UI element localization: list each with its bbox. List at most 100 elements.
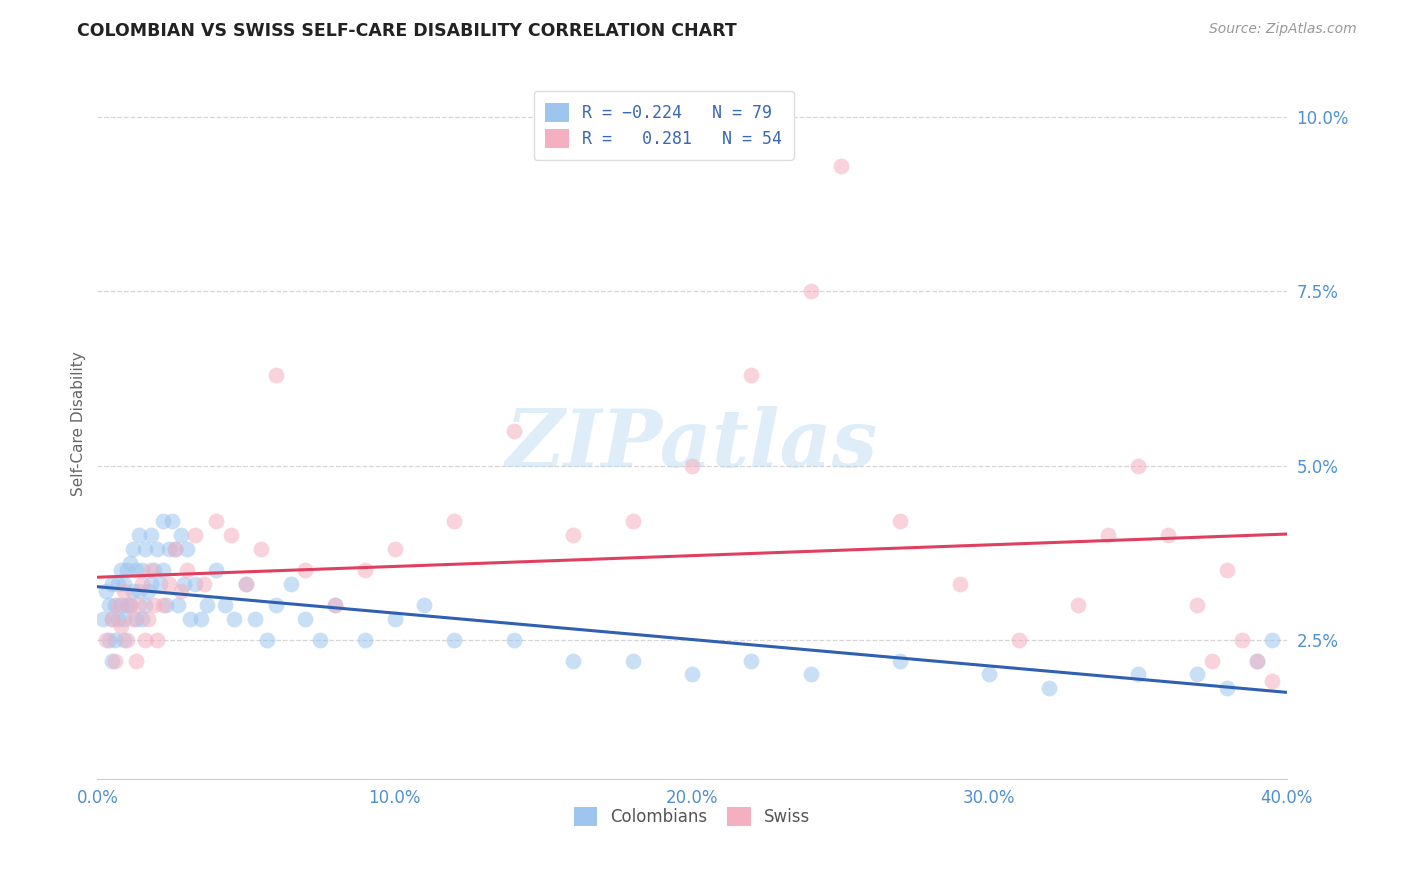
Point <box>115 632 138 647</box>
Point <box>800 667 823 681</box>
Point <box>562 528 585 542</box>
Point <box>1008 632 1031 647</box>
Point <box>1187 667 1209 681</box>
Point <box>110 598 132 612</box>
Point <box>243 612 266 626</box>
Point <box>264 598 287 612</box>
Point <box>131 563 153 577</box>
Point <box>98 632 121 647</box>
Point <box>562 653 585 667</box>
Point <box>235 577 257 591</box>
Point <box>163 542 186 557</box>
Point <box>195 598 218 612</box>
Point <box>1216 681 1239 696</box>
Point <box>502 632 524 647</box>
Point <box>384 542 406 557</box>
Point <box>354 632 377 647</box>
Point <box>166 598 188 612</box>
Point <box>740 653 762 667</box>
Point <box>323 598 346 612</box>
Point <box>224 612 246 626</box>
Point <box>104 598 127 612</box>
Point <box>128 528 150 542</box>
Point <box>110 563 132 577</box>
Point <box>354 563 377 577</box>
Point <box>160 514 183 528</box>
Point <box>157 577 180 591</box>
Point <box>96 583 118 598</box>
Point <box>169 528 191 542</box>
Point <box>134 598 156 612</box>
Point <box>384 612 406 626</box>
Point <box>136 612 159 626</box>
Point <box>101 612 124 626</box>
Point <box>1201 653 1223 667</box>
Point <box>1187 598 1209 612</box>
Point <box>110 618 132 632</box>
Point <box>1156 528 1178 542</box>
Point <box>681 458 703 473</box>
Point <box>146 632 169 647</box>
Point <box>101 653 124 667</box>
Point <box>91 612 114 626</box>
Point <box>96 632 118 647</box>
Text: COLOMBIAN VS SWISS SELF-CARE DISABILITY CORRELATION CHART: COLOMBIAN VS SWISS SELF-CARE DISABILITY … <box>77 22 737 40</box>
Point <box>101 612 124 626</box>
Point <box>169 583 191 598</box>
Point <box>155 598 177 612</box>
Text: ZIPatlas: ZIPatlas <box>506 406 877 483</box>
Point <box>152 598 174 612</box>
Point <box>128 583 150 598</box>
Point <box>139 563 162 577</box>
Point <box>120 598 142 612</box>
Point <box>219 528 242 542</box>
Point <box>149 577 172 591</box>
Point <box>1126 667 1149 681</box>
Point <box>214 598 236 612</box>
Y-axis label: Self-Care Disability: Self-Care Disability <box>72 351 86 496</box>
Point <box>889 653 911 667</box>
Point <box>115 598 138 612</box>
Point <box>134 542 156 557</box>
Point <box>948 577 970 591</box>
Point <box>1246 653 1268 667</box>
Point <box>146 542 169 557</box>
Point <box>1230 632 1253 647</box>
Point <box>413 598 436 612</box>
Point <box>104 653 127 667</box>
Point <box>1067 598 1090 612</box>
Point <box>621 514 644 528</box>
Point <box>125 653 148 667</box>
Point <box>176 563 198 577</box>
Point <box>152 514 174 528</box>
Point <box>800 285 823 299</box>
Point <box>309 632 332 647</box>
Point <box>107 577 129 591</box>
Point <box>323 598 346 612</box>
Point <box>443 514 465 528</box>
Text: Source: ZipAtlas.com: Source: ZipAtlas.com <box>1209 22 1357 37</box>
Point <box>184 528 207 542</box>
Point <box>184 577 207 591</box>
Point <box>1246 653 1268 667</box>
Point <box>256 632 278 647</box>
Point <box>122 583 145 598</box>
Point <box>125 563 148 577</box>
Point <box>1126 458 1149 473</box>
Point <box>179 612 201 626</box>
Point <box>294 563 316 577</box>
Point <box>115 563 138 577</box>
Point <box>205 563 228 577</box>
Point <box>1038 681 1060 696</box>
Point <box>830 159 852 173</box>
Point <box>120 556 142 570</box>
Point <box>98 598 121 612</box>
Point <box>264 368 287 382</box>
Point <box>163 542 186 557</box>
Point <box>122 612 145 626</box>
Point <box>131 577 153 591</box>
Point <box>502 424 524 438</box>
Point <box>125 612 148 626</box>
Point <box>131 612 153 626</box>
Point <box>101 577 124 591</box>
